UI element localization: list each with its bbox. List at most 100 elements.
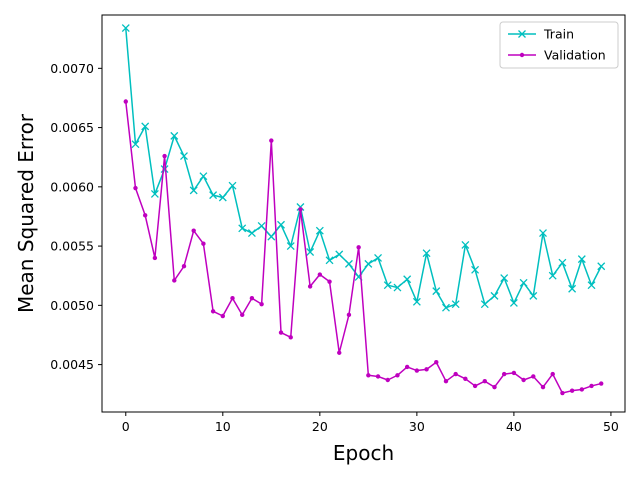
train-point (150, 189, 159, 198)
validation-point (569, 388, 575, 393)
train-x-marker (509, 299, 518, 307)
validation-point (269, 138, 274, 143)
train-x-marker (558, 258, 567, 267)
train-line (125, 27, 602, 309)
train-x-marker (422, 249, 431, 258)
validation-point (152, 255, 158, 261)
legend-train-label: Train (543, 27, 574, 42)
train-point (597, 262, 606, 271)
train-point (267, 232, 276, 241)
validation-point (249, 296, 255, 301)
train-point (587, 281, 596, 290)
train-x-marker (267, 232, 276, 241)
validation-point (385, 377, 390, 383)
validation-point (404, 364, 410, 370)
validation-point (327, 279, 332, 284)
x-tick-label: 30 (409, 419, 425, 434)
train-point (364, 259, 373, 268)
validation-point (259, 301, 264, 307)
validation-point (337, 350, 342, 355)
train-x-marker (180, 152, 188, 160)
y-tick-label: 0.0060 (50, 179, 94, 194)
train-point (548, 271, 557, 280)
train-point (306, 248, 315, 256)
y-tick-label: 0.0070 (50, 61, 94, 76)
train-point (471, 265, 480, 274)
validation-point (191, 228, 196, 233)
train-point (160, 165, 169, 174)
train-point (519, 278, 528, 287)
train-x-marker (597, 262, 606, 271)
train-x-marker (325, 256, 334, 265)
validation-point (220, 313, 226, 319)
validation-point (531, 374, 536, 379)
train-point (480, 300, 489, 309)
validation-point (230, 296, 235, 301)
train-x-marker (199, 172, 208, 181)
train-point (286, 242, 295, 251)
train-point (577, 255, 586, 264)
validation-point (482, 378, 487, 384)
validation-point (366, 373, 371, 378)
validation-point (443, 378, 449, 384)
validation-point (579, 387, 585, 392)
train-point (403, 275, 412, 284)
validation-point (317, 272, 323, 277)
validation-point (463, 376, 468, 382)
train-x-marker (315, 226, 324, 235)
validation-point (123, 99, 128, 104)
train-x-marker (577, 255, 586, 264)
validation-point (162, 153, 167, 159)
validation-point (501, 371, 507, 377)
train-x-marker (121, 24, 130, 32)
train-point (422, 249, 431, 258)
validation-point (142, 213, 148, 218)
train-point (180, 152, 188, 160)
validation-point (172, 278, 177, 283)
legend-validation-marker (519, 52, 525, 58)
validation-point (210, 309, 216, 314)
train-point (393, 283, 402, 292)
validation-point (521, 377, 526, 383)
train-point (461, 240, 470, 249)
validation-point (356, 245, 361, 250)
train-point (383, 281, 392, 290)
train-point (509, 299, 518, 307)
legend-entries: Train Validation (508, 27, 606, 63)
train-x-marker (238, 224, 247, 233)
train-x-marker (412, 297, 421, 306)
validation-point (395, 373, 400, 378)
train-x-marker (257, 221, 266, 230)
train-x-marker (335, 250, 344, 259)
train-x-marker (393, 283, 402, 292)
validation-point (424, 367, 429, 372)
train-x-marker (344, 259, 353, 268)
train-x-marker (500, 274, 509, 283)
validation-point (133, 185, 138, 191)
validation-point (375, 374, 381, 379)
train-point (199, 172, 208, 181)
x-tick-label: 20 (312, 419, 328, 434)
validation-point (414, 368, 420, 373)
train-point (141, 122, 150, 131)
validation-line (125, 101, 602, 394)
validation-point (307, 284, 313, 289)
validation-point (550, 371, 555, 377)
train-point (296, 203, 305, 211)
train-x-marker (568, 284, 577, 293)
train-x-marker (189, 186, 198, 195)
train-point (170, 131, 179, 140)
validation-point (298, 207, 303, 212)
train-x-marker (209, 191, 218, 200)
x-tick-label: 0 (122, 419, 130, 434)
train-point (500, 274, 509, 283)
train-x-marker (218, 193, 227, 202)
train-x-marker (587, 281, 596, 290)
train-point (325, 256, 334, 265)
train-point (315, 226, 324, 235)
train-x-marker (374, 253, 383, 262)
train-point (257, 221, 266, 230)
validation-point (240, 312, 245, 318)
x-tick-label: 50 (603, 419, 619, 434)
